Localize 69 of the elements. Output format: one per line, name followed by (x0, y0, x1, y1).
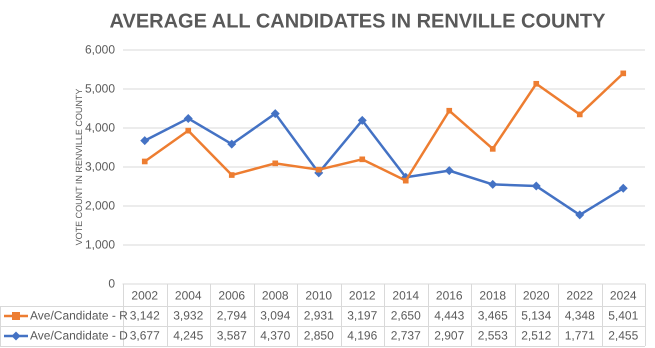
point (142, 158, 148, 164)
point (402, 178, 409, 184)
x-tick-label: 2020 (522, 288, 550, 303)
y-tick-label: 1,000 (84, 237, 116, 252)
legend-label: Ave/Candidate - D (30, 328, 128, 342)
x-tick-label: 2012 (348, 288, 376, 303)
point (140, 136, 150, 146)
data-label: 3,587 (216, 328, 248, 342)
data-label: 2,850 (304, 328, 334, 342)
y-tick-label: 2,000 (84, 198, 116, 212)
point (359, 156, 366, 162)
data-label: 1,771 (564, 328, 596, 342)
data-label: 4,245 (173, 328, 204, 342)
data-label: 3,142 (130, 308, 160, 322)
data-label: 2,650 (390, 308, 422, 322)
data-label: 3,932 (173, 308, 204, 322)
point (488, 180, 498, 189)
x-tick-label: 2016 (436, 288, 463, 303)
point (272, 160, 278, 166)
y-tick-label: 6,000 (84, 42, 116, 56)
x-tick-label: 2022 (566, 288, 594, 303)
data-label: 2,553 (478, 328, 508, 342)
data-label: 2,455 (608, 328, 639, 342)
data-label: 4,370 (260, 328, 291, 342)
point (446, 108, 452, 114)
y-tick-label: 5,000 (84, 81, 116, 96)
point (620, 70, 626, 76)
data-label: 3,197 (347, 308, 378, 322)
x-tick-label: 2008 (262, 288, 289, 303)
y-tick-label: 3,000 (84, 159, 116, 174)
point (444, 166, 454, 176)
point (316, 166, 322, 173)
legend-label: Ave/Candidate - R (30, 308, 128, 322)
point (270, 109, 280, 118)
x-tick-label: 2002 (131, 288, 158, 303)
x-tick-label: 2014 (392, 288, 420, 303)
data-label: 4,348 (564, 308, 596, 322)
data-label: 5,401 (608, 308, 639, 322)
point (532, 182, 541, 191)
data-label: 4,443 (434, 308, 465, 322)
point (490, 146, 496, 152)
data-label: 3,677 (130, 328, 160, 342)
data-label: 5,134 (521, 308, 552, 322)
data-label: 3,465 (478, 308, 508, 322)
point (228, 172, 235, 178)
point (576, 112, 583, 118)
data-label: 2,794 (216, 308, 248, 322)
x-tick-label: 2004 (174, 288, 202, 303)
data-label: 2,907 (434, 328, 465, 342)
data-label: 2,512 (521, 328, 552, 342)
x-tick-label: 2018 (479, 288, 506, 303)
y-tick-label: 0 (108, 276, 116, 290)
chart-title: AVERAGE ALL CANDIDATES IN RENVILLE COUNTY (110, 10, 606, 33)
data-label: 2,737 (390, 328, 422, 342)
point (575, 210, 584, 220)
y-tick-label: 4,000 (84, 120, 116, 134)
point (184, 114, 193, 123)
point (185, 128, 192, 134)
x-tick-label: 2010 (305, 288, 332, 303)
data-label: 2,931 (304, 308, 334, 322)
x-tick-label: 2006 (218, 288, 246, 303)
data-label: 4,196 (347, 328, 378, 342)
x-tick-label: 2024 (610, 288, 637, 303)
y-axis-title: VOTE COUNT IN RENVILLE COUNTY (74, 88, 84, 246)
point (227, 140, 236, 149)
point (358, 116, 367, 125)
data-label: 3,094 (260, 308, 291, 322)
point (618, 184, 628, 193)
point (533, 80, 540, 87)
